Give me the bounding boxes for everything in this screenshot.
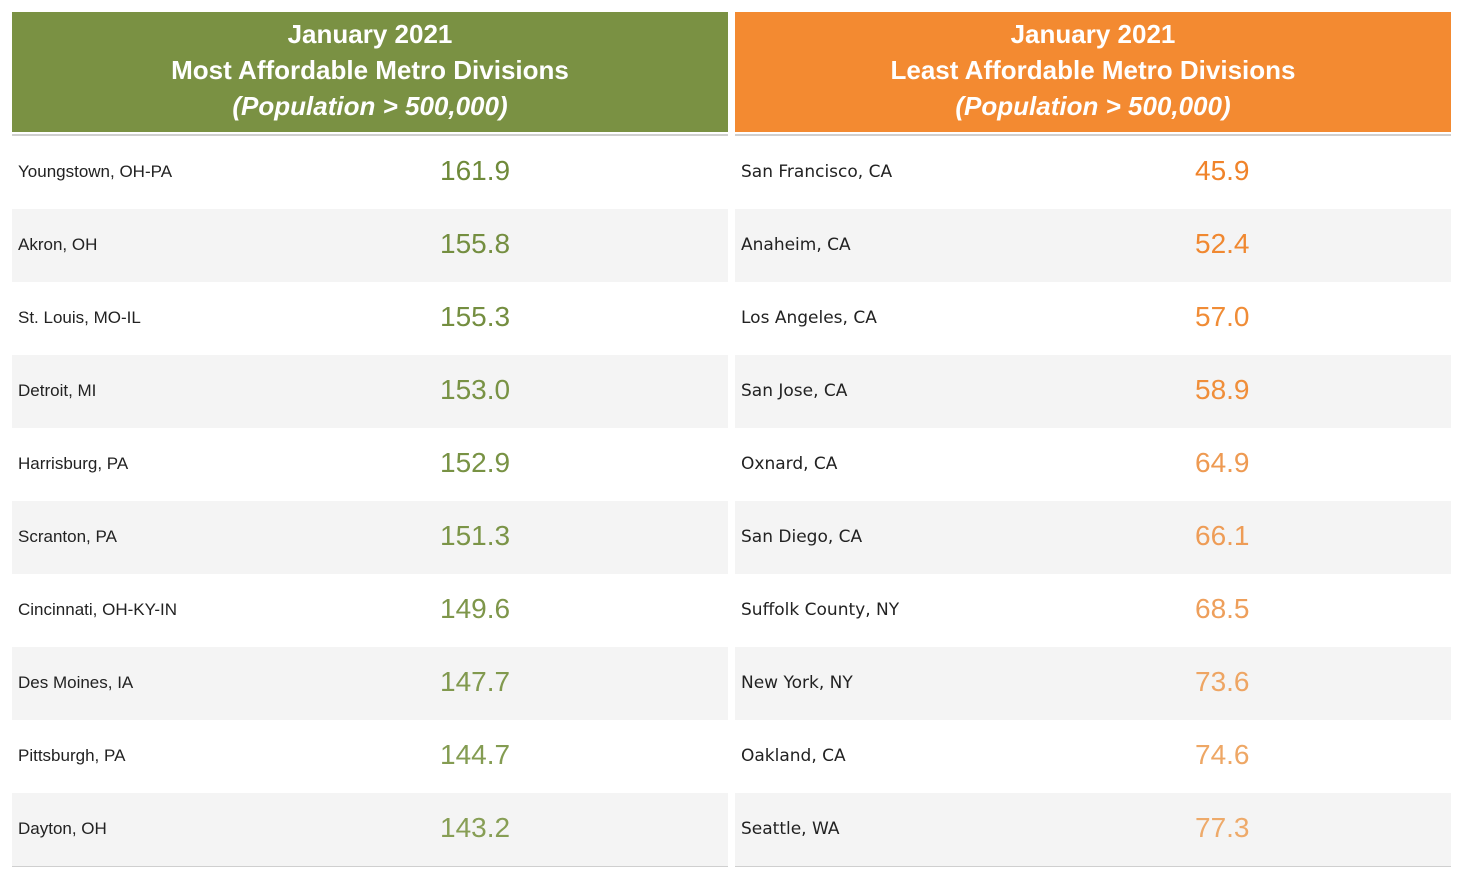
- affordability-index: 143.2: [440, 812, 511, 843]
- table-row: San Francisco, CA 45.9: [735, 136, 1451, 209]
- metro-name: St. Louis, MO-IL: [18, 308, 141, 327]
- affordability-index: 45.9: [1195, 155, 1250, 186]
- affordability-index: 147.7: [440, 666, 511, 697]
- table-row: Suffolk County, NY 68.5: [735, 574, 1451, 647]
- metro-name: Cincinnati, OH-KY-IN: [18, 600, 178, 619]
- affordability-index: 153.0: [440, 374, 511, 405]
- affordability-index: 57.0: [1195, 301, 1250, 332]
- header-title: Least Affordable Metro Divisions: [890, 55, 1296, 85]
- table-row: Seattle, WA 77.3: [735, 793, 1451, 866]
- most-affordable-table: January 2021 Most Affordable Metro Divis…: [12, 12, 728, 867]
- table-row: San Diego, CA 66.1: [735, 501, 1451, 574]
- divider: [12, 132, 728, 136]
- table-row: Harrisburg, PA 152.9: [12, 428, 728, 501]
- affordability-index: 151.3: [440, 520, 511, 551]
- header-subtitle: (Population > 500,000): [955, 91, 1231, 121]
- header-date: January 2021: [287, 19, 453, 49]
- table-row: Youngstown, OH-PA 161.9: [12, 136, 728, 209]
- metro-name: San Diego, CA: [741, 527, 863, 547]
- affordability-index: 161.9: [440, 155, 511, 186]
- least-affordable-header: January 2021 Least Affordable Metro Divi…: [735, 12, 1451, 132]
- metro-name: Des Moines, IA: [18, 673, 134, 692]
- table-row: St. Louis, MO-IL 155.3: [12, 282, 728, 355]
- metro-name: Detroit, MI: [18, 381, 97, 400]
- metro-name: San Jose, CA: [741, 381, 848, 401]
- most-affordable-header: January 2021 Most Affordable Metro Divis…: [12, 12, 728, 132]
- metro-name: San Francisco, CA: [741, 162, 893, 182]
- metro-name: Pittsburgh, PA: [18, 746, 126, 765]
- metro-name: Oxnard, CA: [741, 454, 838, 474]
- metro-name: New York, NY: [741, 673, 853, 693]
- table-row: Pittsburgh, PA 144.7: [12, 720, 728, 793]
- table-row: Cincinnati, OH-KY-IN 149.6: [12, 574, 728, 647]
- header-title: Most Affordable Metro Divisions: [171, 55, 569, 85]
- affordability-index: 73.6: [1195, 666, 1250, 697]
- table-row: Oxnard, CA 64.9: [735, 428, 1451, 501]
- metro-name: Youngstown, OH-PA: [18, 162, 173, 181]
- table-row: New York, NY 73.6: [735, 647, 1451, 720]
- affordability-index: 68.5: [1195, 593, 1250, 624]
- divider: [12, 866, 728, 867]
- table-row: Oakland, CA 74.6: [735, 720, 1451, 793]
- table-row: Scranton, PA 151.3: [12, 501, 728, 574]
- metro-name: Scranton, PA: [18, 527, 117, 546]
- metro-name: Harrisburg, PA: [18, 454, 129, 473]
- table-row: San Jose, CA 58.9: [735, 355, 1451, 428]
- affordability-index: 152.9: [440, 447, 511, 478]
- table-row: Detroit, MI 153.0: [12, 355, 728, 428]
- metro-name: Akron, OH: [18, 235, 98, 254]
- affordability-index: 77.3: [1195, 812, 1250, 843]
- least-affordable-table: January 2021 Least Affordable Metro Divi…: [735, 12, 1451, 867]
- affordability-index: 66.1: [1195, 520, 1250, 551]
- metro-name: Los Angeles, CA: [741, 308, 877, 328]
- header-date: January 2021: [1010, 19, 1176, 49]
- affordability-index: 144.7: [440, 739, 511, 770]
- table-row: Los Angeles, CA 57.0: [735, 282, 1451, 355]
- metro-name: Seattle, WA: [741, 819, 840, 839]
- divider: [735, 866, 1451, 867]
- affordability-index: 64.9: [1195, 447, 1250, 478]
- table-row: Akron, OH 155.8: [12, 209, 728, 282]
- table-row: Dayton, OH 143.2: [12, 793, 728, 866]
- affordability-index: 155.8: [440, 228, 511, 259]
- affordability-index: 74.6: [1195, 739, 1250, 770]
- affordability-index: 52.4: [1195, 228, 1250, 259]
- metro-name: Dayton, OH: [18, 819, 107, 838]
- table-row: Anaheim, CA 52.4: [735, 209, 1451, 282]
- affordability-index: 58.9: [1195, 374, 1250, 405]
- table-row: Des Moines, IA 147.7: [12, 647, 728, 720]
- metro-name: Oakland, CA: [741, 746, 846, 766]
- affordability-index: 149.6: [440, 593, 511, 624]
- divider: [735, 132, 1451, 136]
- header-subtitle: (Population > 500,000): [232, 91, 508, 121]
- metro-name: Anaheim, CA: [741, 235, 851, 255]
- metro-name: Suffolk County, NY: [741, 600, 900, 620]
- affordability-index: 155.3: [440, 301, 511, 332]
